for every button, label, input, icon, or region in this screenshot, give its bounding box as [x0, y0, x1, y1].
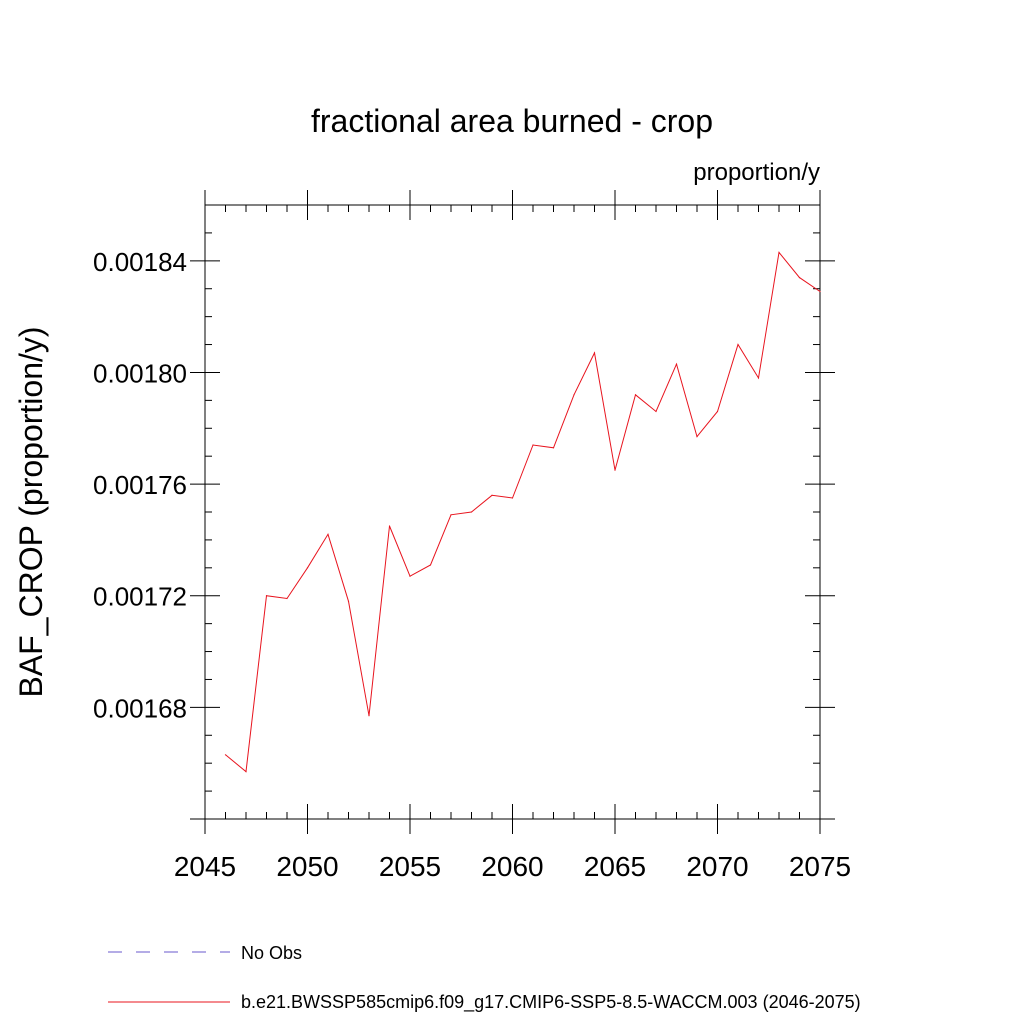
data-point: [696, 436, 698, 438]
data-point: [798, 277, 801, 279]
data-point: [409, 575, 411, 577]
data-point: [265, 595, 268, 597]
data-point: [655, 410, 657, 413]
data-point: [327, 533, 329, 535]
x-tick-label: 2045: [174, 851, 236, 882]
y-tick-label: 0.00172: [93, 582, 187, 612]
data-point: [778, 251, 780, 253]
x-tick-label: 2070: [686, 851, 748, 882]
y-tick-label: 0.00176: [93, 470, 187, 500]
data-point: [450, 514, 452, 516]
y-tick-label: 0.00168: [93, 693, 187, 723]
data-point: [552, 447, 555, 449]
chart-title: fractional area burned - crop: [311, 103, 713, 139]
data-point: [306, 567, 309, 569]
data-point: [675, 363, 678, 365]
data-point: [470, 511, 473, 513]
x-tick-label: 2055: [379, 851, 441, 882]
data-point: [634, 394, 637, 396]
x-tick-label: 2060: [481, 851, 543, 882]
x-tick-label: 2065: [584, 851, 646, 882]
x-tick-label: 2050: [276, 851, 338, 882]
data-point: [819, 290, 821, 293]
data-point: [388, 525, 391, 527]
data-point: [757, 377, 760, 379]
data-point: [737, 343, 739, 346]
units-label: proportion/y: [693, 159, 820, 186]
series-lines: [224, 251, 821, 773]
data-point: [429, 564, 432, 566]
data-point: [614, 469, 616, 471]
data-point: [593, 352, 596, 354]
data-point: [347, 600, 350, 602]
data-point: [716, 410, 719, 413]
legend: No Obs b.e21.BWSSP585cmip6.f09_g17.CMIP6…: [108, 943, 861, 1013]
data-point: [532, 444, 534, 446]
y-tick-labels: 0.00168 0.00172 0.00176 0.00180 0.00184: [93, 247, 187, 724]
y-tick-label: 0.00180: [93, 358, 187, 388]
legend-label-model: b.e21.BWSSP585cmip6.f09_g17.CMIP6-SSP5-8…: [241, 992, 861, 1013]
y-tick-label: 0.00184: [93, 247, 187, 277]
y-axis-label: BAF_CROP (proportion/y): [13, 326, 49, 697]
data-point: [224, 754, 227, 756]
x-tick-labels: 2045 2050 2055 2060 2065 2070 2075: [174, 851, 851, 882]
data-point: [573, 394, 575, 396]
data-point: [245, 771, 247, 773]
plot-frame: [204, 204, 821, 820]
data-point: [511, 497, 514, 499]
x-tick-label: 2075: [789, 851, 851, 882]
axis-ticks: [190, 190, 835, 834]
data-point: [286, 597, 288, 600]
data-point: [368, 715, 370, 717]
data-point: [491, 494, 493, 496]
legend-label-no-obs: No Obs: [241, 943, 302, 963]
series-line-0: [225, 251, 821, 773]
